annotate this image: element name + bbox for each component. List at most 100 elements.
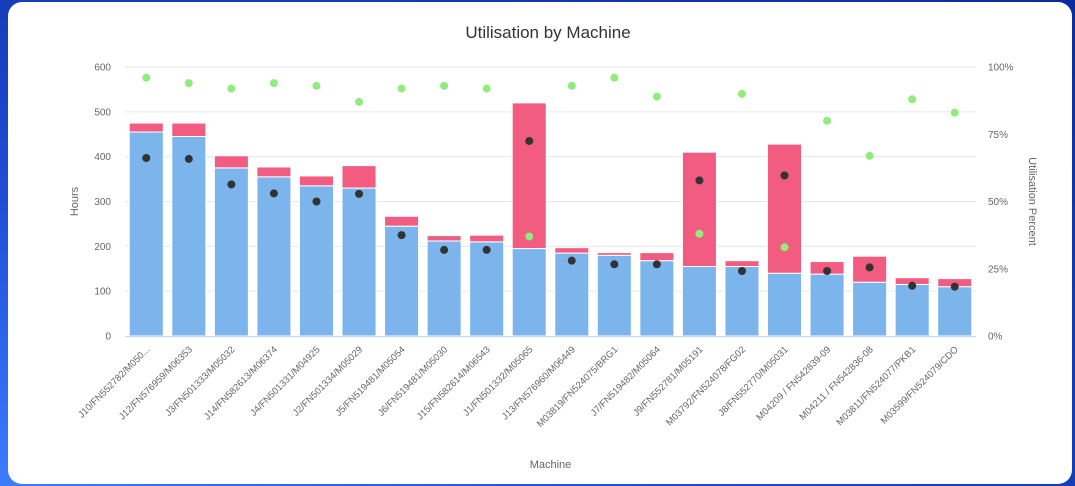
- hours-point: [227, 180, 236, 189]
- hours-point: [142, 154, 151, 163]
- utilisation-point: [142, 73, 151, 82]
- bar-segment-lower: [171, 135, 207, 337]
- utilisation-point: [737, 89, 746, 98]
- bar-segment-upper: [511, 102, 547, 250]
- hours-point: [567, 256, 576, 265]
- y2-tick-label: 100%: [988, 63, 1014, 74]
- hours-point: [525, 136, 534, 145]
- y2-axis-tick-labels: 0% 25% 50% 75% 100%: [988, 63, 1014, 343]
- bar-series: [128, 102, 973, 337]
- bar-segment-lower: [554, 252, 590, 337]
- utilisation-point: [184, 79, 193, 88]
- y-tick-label: 100: [94, 287, 111, 298]
- x-category-label: J10/FN552782/M050...: [76, 344, 152, 420]
- bar-segment-lower: [724, 266, 760, 337]
- bar-segment-lower: [511, 248, 547, 337]
- bar-segment-lower: [341, 187, 377, 337]
- bar-segment-upper: [384, 215, 420, 227]
- bar-segment-upper: [426, 235, 462, 242]
- x-category-label: M04211 / FN542836-08: [798, 344, 876, 422]
- x-category-label: M03599/FN524079/CDO: [879, 344, 961, 426]
- y2-tick-label: 25%: [988, 264, 1008, 275]
- bar-segment-lower: [213, 167, 249, 337]
- bar-segment-lower: [426, 240, 462, 337]
- bar-segment-lower: [596, 254, 632, 337]
- x-category-label: J1/FN501332/M05065: [461, 344, 535, 418]
- utilisation-point: [567, 81, 576, 90]
- x-category-label: J3/FN501333/M05032: [163, 344, 237, 418]
- bar-segment-upper: [256, 166, 292, 178]
- bar-segment-upper: [767, 143, 803, 274]
- y2-tick-label: 50%: [988, 197, 1008, 208]
- utilisation-point: [908, 95, 917, 104]
- bar-segment-upper: [341, 165, 377, 189]
- x-category-label: J9/FN552781/M05191: [631, 344, 705, 418]
- utilisation-point: [525, 232, 534, 241]
- bar-segment-lower: [384, 225, 420, 337]
- point-series: [142, 73, 959, 291]
- hours-point: [269, 189, 278, 198]
- x-category-label: M03811/FN524077/PKB1: [834, 344, 918, 428]
- x-category-label: J6/FN519481/M05030: [376, 344, 450, 418]
- bar-segment-lower: [469, 241, 505, 337]
- utilisation-point: [950, 108, 959, 117]
- x-category-label: J8/FN552770/M05031: [716, 344, 790, 418]
- utilisation-point: [695, 229, 704, 238]
- x-category-label: J12/FN576959/M06353: [117, 344, 195, 422]
- hours-point: [695, 176, 704, 185]
- chart-title: Utilisation by Machine: [465, 23, 630, 42]
- hours-point: [950, 282, 959, 291]
- bar-segment-upper: [639, 252, 675, 262]
- y-tick-label: 400: [94, 152, 111, 163]
- hours-point: [908, 281, 917, 290]
- utilisation-point: [312, 81, 321, 90]
- bar-segment-lower: [128, 131, 164, 337]
- utilisation-point: [269, 79, 278, 88]
- utilisation-point: [780, 243, 789, 252]
- bar-segment-upper: [681, 151, 717, 268]
- hours-point: [440, 245, 449, 254]
- y-axis-tick-labels: 0 100 200 300 400 500 600: [94, 63, 111, 343]
- x-category-label: J5/FN519481/M05054: [333, 344, 407, 418]
- x-category-label: J14/FN582613/M06374: [202, 344, 280, 422]
- bar-segment-upper: [128, 122, 164, 133]
- utilisation-point: [397, 84, 406, 93]
- y-tick-label: 600: [94, 63, 111, 74]
- utilisation-point: [823, 116, 832, 125]
- y-tick-label: 500: [94, 107, 111, 118]
- bar-segment-upper: [469, 234, 505, 243]
- hours-point: [312, 197, 321, 206]
- utilisation-point: [355, 97, 364, 106]
- utilisation-point: [482, 84, 491, 93]
- bar-segment-upper: [724, 260, 760, 268]
- x-axis-category-labels: J10/FN552782/M050...J12/FN576959/M06353J…: [76, 344, 961, 429]
- utilisation-point: [652, 92, 661, 101]
- hours-point: [652, 260, 661, 269]
- hours-point: [482, 245, 491, 254]
- bar-segment-lower: [681, 266, 717, 337]
- bar-segment-lower: [767, 272, 803, 337]
- x-axis-title: Machine: [530, 459, 572, 471]
- utilisation-point: [610, 73, 619, 82]
- utilisation-point: [865, 151, 874, 160]
- x-category-label: J2/FN501334/M05029: [291, 344, 365, 418]
- y-tick-label: 300: [94, 197, 111, 208]
- hours-point: [610, 260, 619, 269]
- x-category-label: M03792/FN524078/FG02: [664, 344, 748, 428]
- bar-segment-upper: [213, 155, 249, 169]
- bar-segment-lower: [852, 281, 888, 337]
- bar-segment-upper: [596, 252, 632, 256]
- bar-segment-lower: [937, 286, 973, 337]
- hours-point: [737, 266, 746, 275]
- bar-segment-lower: [298, 185, 334, 337]
- x-category-label: J15/FN582614/M06543: [415, 344, 493, 422]
- utilisation-chart: 0 100 200 300 400 500 600 0% 25% 50% 75% 100% J10/…: [69, 23, 1038, 471]
- utilisation-point: [440, 81, 449, 90]
- bar-segment-lower: [256, 176, 292, 337]
- bar-segment-lower: [639, 260, 675, 337]
- bar-segment-lower: [894, 283, 930, 337]
- bar-segment-upper: [554, 247, 590, 254]
- y-axis-title: Hours: [69, 186, 81, 216]
- y2-tick-label: 75%: [988, 130, 1008, 141]
- hours-point: [355, 189, 364, 198]
